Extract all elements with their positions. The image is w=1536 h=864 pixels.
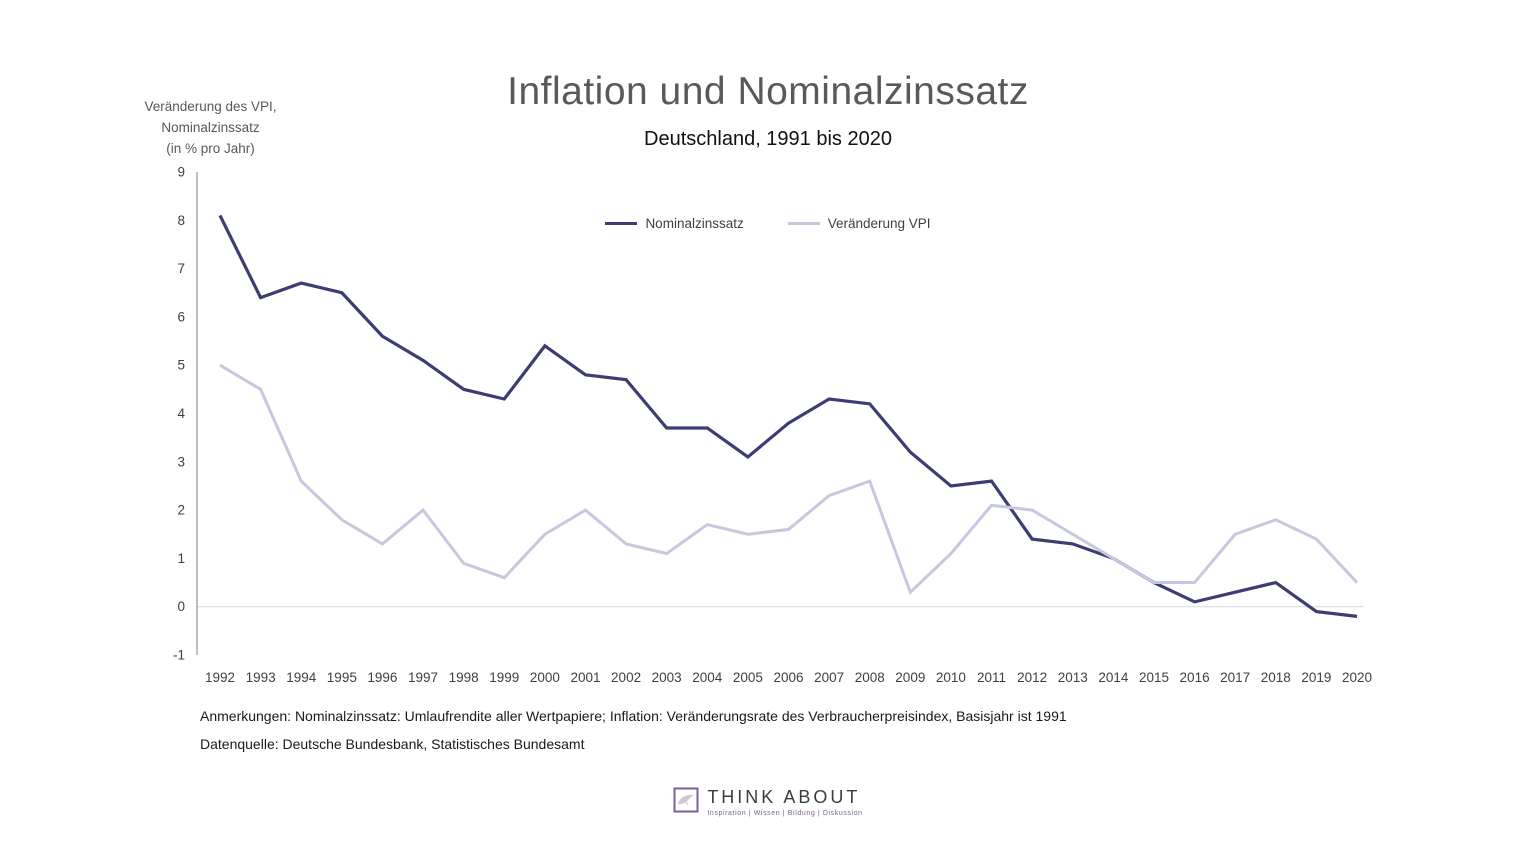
svg-text:2009: 2009 xyxy=(895,670,925,685)
svg-text:2017: 2017 xyxy=(1220,670,1250,685)
svg-text:1995: 1995 xyxy=(327,670,357,685)
legend-label-vpi: Veränderung VPI xyxy=(827,216,931,231)
legend-item-nominalzinssatz: Nominalzinssatz xyxy=(605,216,744,231)
svg-text:2003: 2003 xyxy=(652,670,682,685)
y-axis-label-line-1: Veränderung des VPI, xyxy=(144,99,277,114)
svg-text:2004: 2004 xyxy=(692,670,723,685)
y-axis-label-line-3: (in % pro Jahr) xyxy=(166,140,255,156)
y-axis-label: Veränderung des VPI, Nominalzinssatz (in… xyxy=(118,97,303,160)
svg-text:1998: 1998 xyxy=(449,670,479,685)
svg-text:6: 6 xyxy=(177,309,185,324)
svg-text:2: 2 xyxy=(177,503,185,518)
chart-title: Inflation und Nominalzinssatz xyxy=(507,70,1029,113)
legend-label-nominalzinssatz: Nominalzinssatz xyxy=(645,216,744,231)
logo: THINK ABOUT Inspiration | Wissen | Bildu… xyxy=(0,787,1536,817)
legend-item-vpi: Veränderung VPI xyxy=(787,216,931,231)
line-chart: 9 8 7 6 5 4 3 2 1 0 -1 1992 1993 1994 1995 1996 1997 1998… xyxy=(140,160,1400,700)
svg-text:2006: 2006 xyxy=(773,670,803,685)
svg-text:8: 8 xyxy=(177,213,185,228)
svg-text:4: 4 xyxy=(177,406,185,421)
chart-legend: Nominalzinssatz Veränderung VPI xyxy=(0,216,1536,231)
svg-text:2020: 2020 xyxy=(1342,670,1372,685)
svg-text:2016: 2016 xyxy=(1180,670,1210,685)
svg-text:0: 0 xyxy=(177,599,185,614)
y-axis-label-line-2: Nominalzinssatz xyxy=(161,119,260,135)
svg-text:2013: 2013 xyxy=(1058,670,1088,685)
logo-name: THINK ABOUT xyxy=(707,787,861,807)
svg-text:1994: 1994 xyxy=(286,670,317,685)
chart-subtitle: Deutschland, 1991 bis 2020 xyxy=(644,128,892,150)
svg-text:1993: 1993 xyxy=(246,670,276,685)
svg-text:2005: 2005 xyxy=(733,670,763,685)
svg-text:2011: 2011 xyxy=(977,670,1006,685)
svg-text:1992: 1992 xyxy=(205,670,235,685)
svg-text:2014: 2014 xyxy=(1098,670,1129,685)
logo-tagline: Inspiration | Wissen | Bildung | Diskuss… xyxy=(707,810,863,817)
notes-text: Anmerkungen: Nominalzinssatz: Umlaufrend… xyxy=(200,708,1067,724)
svg-text:7: 7 xyxy=(177,261,185,276)
svg-text:1997: 1997 xyxy=(408,670,438,685)
svg-text:2010: 2010 xyxy=(936,670,966,685)
svg-text:2018: 2018 xyxy=(1261,670,1291,685)
svg-text:2015: 2015 xyxy=(1139,670,1169,685)
svg-text:2001: 2001 xyxy=(570,670,600,685)
svg-text:2008: 2008 xyxy=(855,670,885,685)
logo-text: THINK ABOUT Inspiration | Wissen | Bildu… xyxy=(707,787,862,817)
svg-text:2000: 2000 xyxy=(530,670,560,685)
legend-swatch-nominalzinssatz xyxy=(605,222,638,225)
svg-text:3: 3 xyxy=(177,454,185,469)
dove-icon xyxy=(673,787,699,813)
source-text: Datenquelle: Deutsche Bundesbank, Statis… xyxy=(200,736,585,752)
legend-swatch-vpi xyxy=(787,222,820,225)
svg-text:1: 1 xyxy=(177,551,185,566)
svg-text:9: 9 xyxy=(177,165,185,180)
svg-text:2019: 2019 xyxy=(1301,670,1331,685)
svg-text:1999: 1999 xyxy=(489,670,519,685)
line-chart-canvas: 9 8 7 6 5 4 3 2 1 0 -1 1992 1993 1994 1995 1996 1997 1998… xyxy=(173,165,1372,686)
svg-text:2002: 2002 xyxy=(611,670,641,685)
svg-text:2007: 2007 xyxy=(814,670,844,685)
svg-text:1996: 1996 xyxy=(367,670,397,685)
svg-text:2012: 2012 xyxy=(1017,670,1047,685)
svg-text:5: 5 xyxy=(177,358,185,373)
svg-text:-1: -1 xyxy=(173,648,185,663)
